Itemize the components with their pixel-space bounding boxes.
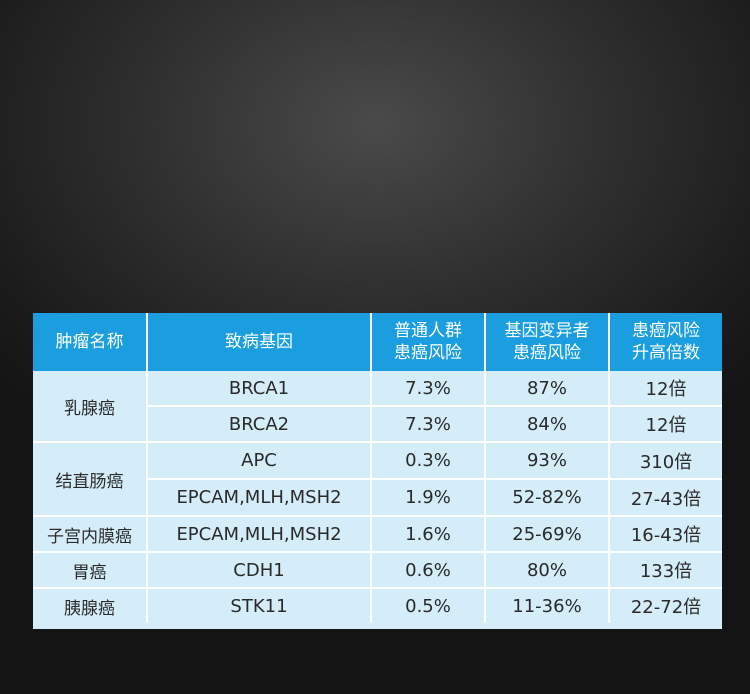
general-risk-cell: 1.9%: [371, 479, 486, 517]
fold-increase-cell: 16-43倍: [609, 516, 722, 553]
carrier-risk-cell: 80%: [485, 552, 610, 589]
header-fold-increase-line2: 升高倍数: [632, 343, 700, 363]
general-risk-cell: 1.6%: [371, 516, 486, 553]
table-row: 乳腺癌 BRCA1 7.3% 87% 12倍: [33, 371, 722, 443]
gene-cell: EPCAM,MLH,MSH2: [147, 516, 372, 553]
carrier-risk-cell: 84%: [485, 406, 610, 443]
carrier-risk-cell: 11-36%: [485, 588, 610, 623]
header-carrier-risk: 基因变异者 患癌风险: [485, 313, 610, 371]
cancer-risk-table-container: 肿瘤名称 致病基因 普通人群 患癌风险 基因变异者 患癌风险 患癌风险 升高倍数: [33, 313, 722, 629]
header-fold-increase-line1: 患癌风险: [632, 321, 700, 341]
header-general-risk: 普通人群 患癌风险: [371, 313, 486, 371]
carrier-risk-cell: 87%: [485, 371, 610, 407]
fold-increase-cell: 12倍: [609, 371, 722, 407]
carrier-risk-cell: 25-69%: [485, 516, 610, 553]
gene-cell: STK11: [147, 588, 372, 623]
table-row: EPCAM,MLH,MSH2 1.9% 52-82% 27-43倍: [33, 479, 722, 517]
header-general-risk-line1: 普通人群: [394, 321, 462, 341]
general-risk-cell: 0.3%: [371, 442, 486, 480]
table-header-row: 肿瘤名称 致病基因 普通人群 患癌风险 基因变异者 患癌风险 患癌风险 升高倍数: [33, 313, 722, 371]
general-risk-cell: 0.5%: [371, 588, 486, 623]
fold-increase-cell: 27-43倍: [609, 479, 722, 517]
tumor-cell: 结直肠癌: [33, 442, 148, 517]
gene-cell: BRCA2: [147, 406, 372, 443]
tumor-cell: 乳腺癌: [33, 371, 148, 443]
gene-cell: APC: [147, 442, 372, 480]
fold-increase-cell: 22-72倍: [630, 597, 702, 618]
header-general-risk-line2: 患癌风险: [394, 343, 462, 363]
tumor-cell: 胃癌: [33, 552, 148, 589]
carrier-risk-cell: 52-82%: [485, 479, 610, 517]
general-risk-cell: 7.3%: [371, 406, 486, 443]
table-row: 胃癌 CDH1 0.6% 80% 133倍: [33, 552, 722, 589]
header-carrier-risk-line1: 基因变异者: [504, 321, 590, 341]
gene-cell: EPCAM,MLH,MSH2: [147, 479, 372, 517]
tumor-cell: 胰腺癌: [33, 588, 148, 623]
fold-increase-cell: 12倍: [609, 406, 722, 443]
header-tumor: 肿瘤名称: [33, 313, 148, 371]
header-carrier-risk-line2: 患癌风险: [513, 343, 581, 363]
table-row: 子宫内膜癌 EPCAM,MLH,MSH2 1.6% 25-69% 16-43倍: [33, 516, 722, 553]
header-fold-increase: 患癌风险 升高倍数: [609, 313, 722, 371]
table-row: 胰腺癌 STK11 0.5% 11-36% 22-72倍: [33, 588, 722, 623]
tumor-cell: 子宫内膜癌: [33, 516, 148, 553]
header-gene: 致病基因: [147, 313, 372, 371]
carrier-risk-cell: 93%: [485, 442, 610, 480]
table-row: 结直肠癌 APC 0.3% 93% 310倍: [33, 442, 722, 517]
cancer-risk-table: 肿瘤名称 致病基因 普通人群 患癌风险 基因变异者 患癌风险 患癌风险 升高倍数: [33, 313, 722, 623]
general-risk-cell: 0.6%: [371, 552, 486, 589]
gene-cell: BRCA1: [147, 371, 372, 407]
gene-cell: CDH1: [147, 552, 372, 589]
general-risk-cell: 7.3%: [371, 371, 486, 407]
fold-increase-cell: 133倍: [609, 552, 722, 589]
fold-increase-cell: 310倍: [609, 442, 722, 480]
table-row: BRCA2 7.3% 84% 12倍: [33, 406, 722, 443]
